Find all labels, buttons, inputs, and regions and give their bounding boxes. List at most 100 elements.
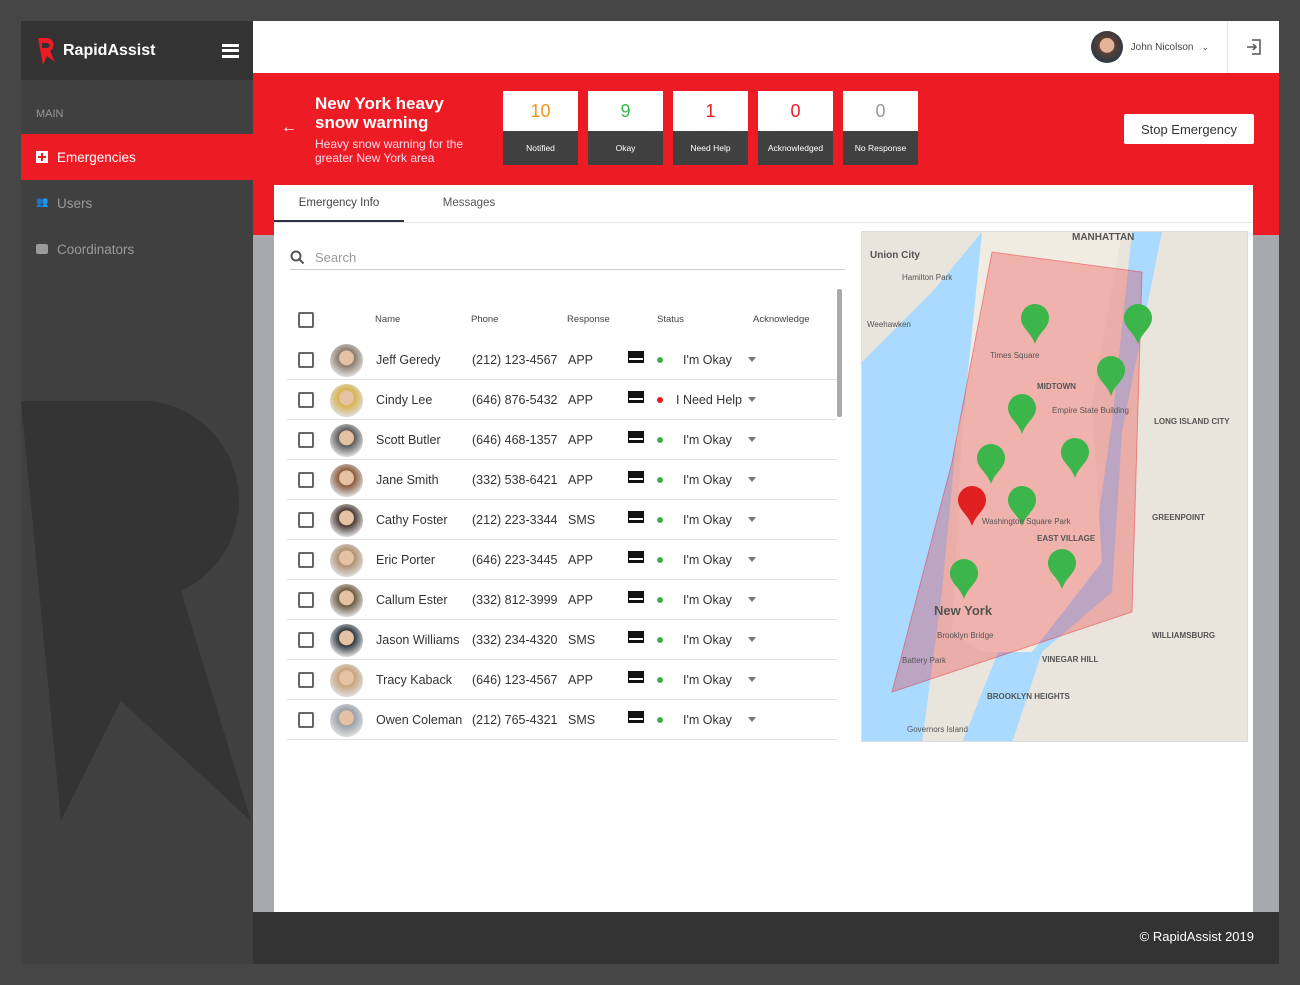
map-label: Weehawken [867, 320, 911, 329]
header-name: Name [375, 314, 401, 325]
stat-label: Notified [503, 131, 578, 165]
status-dot [657, 557, 663, 563]
acknowledge-dropdown-icon[interactable] [748, 717, 756, 722]
watermark-logo-icon [21, 401, 251, 821]
status-text: I Need Help [676, 393, 743, 407]
map-pin-icon[interactable] [1061, 438, 1089, 478]
row-checkbox[interactable] [298, 552, 314, 568]
logout-button[interactable] [1227, 21, 1279, 73]
avatar [330, 464, 363, 497]
user-table: Jeff Geredy (212) 123-4567 APP I'm Okay … [287, 340, 837, 740]
section-label: MAIN [36, 108, 64, 120]
acknowledge-dropdown-icon[interactable] [748, 597, 756, 602]
acknowledge-dropdown-icon[interactable] [748, 357, 756, 362]
table-scrollbar[interactable] [837, 289, 842, 417]
avatar [330, 504, 363, 537]
map-pin-icon[interactable] [1008, 486, 1036, 526]
top-bar: John Nicolson ⌄ [253, 21, 1279, 73]
users-icon: 👥 [36, 197, 49, 208]
sidebar-item-emergencies[interactable]: Emergencies [21, 134, 253, 180]
avatar [330, 624, 363, 657]
tab-messages[interactable]: Messages [442, 197, 496, 209]
sidebar-item-label: Emergencies [57, 149, 136, 165]
map-pin-icon[interactable] [1021, 304, 1049, 344]
acknowledge-dropdown-icon[interactable] [748, 557, 756, 562]
row-checkbox[interactable] [298, 632, 314, 648]
map-pin-icon[interactable] [1008, 394, 1036, 434]
stat-acknowledged: 0 Acknowledged [758, 91, 833, 165]
map[interactable]: MANHATTAN Union City Hamilton Park Weehawke… [861, 231, 1248, 742]
envelope-icon[interactable] [628, 351, 644, 363]
user-name: John Nicolson [1130, 41, 1194, 53]
envelope-icon[interactable] [628, 391, 644, 403]
select-all-checkbox[interactable] [298, 312, 314, 328]
envelope-icon[interactable] [628, 711, 644, 723]
sidebar: RapidAssist MAIN Emergencies 👥 Users Coor… [21, 21, 253, 964]
acknowledge-dropdown-icon[interactable] [748, 477, 756, 482]
acknowledge-dropdown-icon[interactable] [748, 397, 756, 402]
map-pin-icon[interactable] [958, 486, 986, 526]
acknowledge-dropdown-icon[interactable] [748, 517, 756, 522]
envelope-icon[interactable] [628, 591, 644, 603]
map-label: LONG ISLAND CITY [1154, 417, 1230, 426]
row-checkbox[interactable] [298, 352, 314, 368]
footer: © RapidAssist 2019 [253, 912, 1279, 964]
first-aid-icon [36, 151, 48, 163]
stat-label: Acknowledged [758, 131, 833, 165]
user-menu[interactable]: John Nicolson ⌄ [1090, 31, 1209, 63]
map-pin-icon[interactable] [1124, 304, 1152, 344]
back-arrow-icon[interactable]: ← [281, 119, 297, 136]
briefcase-icon [36, 244, 48, 254]
app-name: RapidAssist [63, 41, 156, 59]
avatar [330, 584, 363, 617]
user-phone: (212) 223-3344 [472, 513, 558, 527]
envelope-icon[interactable] [628, 631, 644, 643]
table-row: Eric Porter (646) 223-3445 APP I'm Okay [287, 540, 837, 580]
table-header: Name Phone Response Status Acknowledge [287, 300, 837, 340]
tab-emergency-info[interactable]: Emergency Info [274, 185, 404, 222]
map-label: New York [934, 603, 993, 618]
map-label: Washington Square Park [982, 517, 1072, 526]
map-label: EAST VILLAGE [1037, 534, 1096, 543]
response-type: SMS [568, 713, 596, 727]
stat-no-response: 0 No Response [843, 91, 918, 165]
search-input[interactable]: Search [290, 245, 845, 270]
row-checkbox[interactable] [298, 592, 314, 608]
row-checkbox[interactable] [298, 432, 314, 448]
map-label: MANHATTAN [1072, 232, 1134, 243]
user-name: Cathy Foster [376, 513, 448, 527]
sidebar-item-users[interactable]: 👥 Users [21, 180, 253, 226]
row-checkbox[interactable] [298, 712, 314, 728]
envelope-icon[interactable] [628, 551, 644, 563]
acknowledge-dropdown-icon[interactable] [748, 637, 756, 642]
status-dot [657, 637, 663, 643]
user-phone: (332) 234-4320 [472, 633, 558, 647]
menu-toggle-icon[interactable] [222, 43, 239, 58]
envelope-icon[interactable] [628, 671, 644, 683]
logout-icon [1246, 39, 1261, 55]
status-dot [657, 717, 663, 723]
acknowledge-dropdown-icon[interactable] [748, 677, 756, 682]
table-row: Owen Coleman (212) 765-4321 SMS I'm Okay [287, 700, 837, 740]
row-checkbox[interactable] [298, 472, 314, 488]
stat-need-help: 1 Need Help [673, 91, 748, 165]
acknowledge-dropdown-icon[interactable] [748, 437, 756, 442]
map-pin-icon[interactable] [1048, 549, 1076, 589]
map-pin-icon[interactable] [950, 559, 978, 599]
row-checkbox[interactable] [298, 672, 314, 688]
map-label: Union City [870, 250, 920, 261]
table-row: Cathy Foster (212) 223-3344 SMS I'm Okay [287, 500, 837, 540]
envelope-icon[interactable] [628, 471, 644, 483]
user-phone: (646) 223-3445 [472, 553, 558, 567]
status-text: I'm Okay [683, 673, 732, 687]
sidebar-item-coordinators[interactable]: Coordinators [21, 226, 253, 272]
stop-emergency-button[interactable]: Stop Emergency [1124, 114, 1254, 144]
row-checkbox[interactable] [298, 392, 314, 408]
envelope-icon[interactable] [628, 511, 644, 523]
map-pin-icon[interactable] [977, 444, 1005, 484]
emergency-description: Heavy snow warning for the greater New Y… [315, 137, 464, 165]
envelope-icon[interactable] [628, 431, 644, 443]
user-phone: (332) 538-6421 [472, 473, 558, 487]
map-pin-icon[interactable] [1097, 356, 1125, 396]
row-checkbox[interactable] [298, 512, 314, 528]
